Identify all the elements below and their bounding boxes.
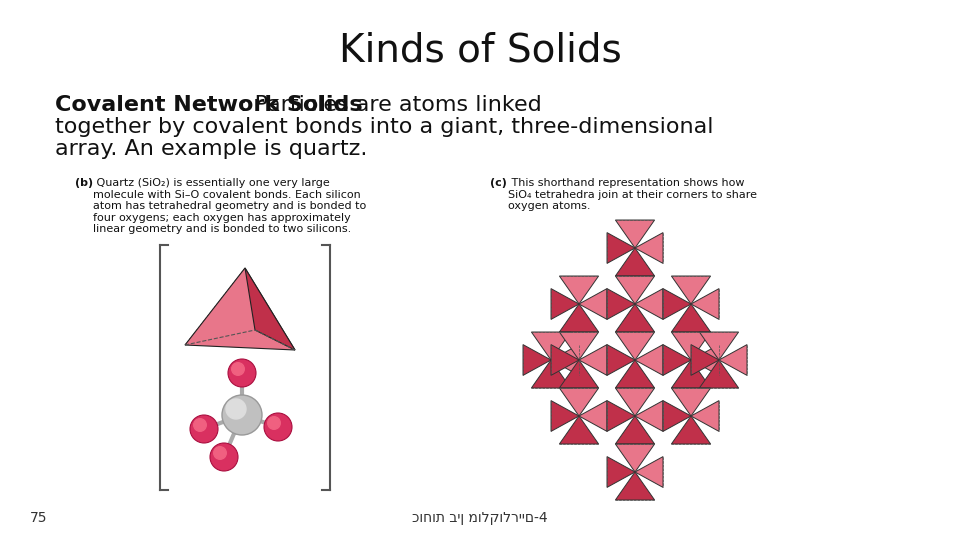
Text: Quartz (SiO₂) is essentially one very large
molecule with Si–O covalent bonds. E: Quartz (SiO₂) is essentially one very la… xyxy=(93,178,367,234)
Polygon shape xyxy=(560,416,599,444)
Polygon shape xyxy=(635,288,663,319)
Circle shape xyxy=(226,399,246,419)
Polygon shape xyxy=(615,220,655,248)
Polygon shape xyxy=(245,268,295,350)
Text: : Particles are atoms linked: : Particles are atoms linked xyxy=(240,95,541,115)
Polygon shape xyxy=(607,288,635,319)
Circle shape xyxy=(194,418,206,431)
Circle shape xyxy=(231,363,244,375)
Circle shape xyxy=(268,417,280,429)
Polygon shape xyxy=(615,304,655,332)
Polygon shape xyxy=(671,304,710,332)
Polygon shape xyxy=(691,401,719,431)
Circle shape xyxy=(264,413,292,441)
Polygon shape xyxy=(615,388,655,416)
Polygon shape xyxy=(663,288,691,319)
Polygon shape xyxy=(607,345,635,375)
Polygon shape xyxy=(615,248,655,276)
Polygon shape xyxy=(560,332,599,360)
Text: together by covalent bonds into a giant, three-dimensional: together by covalent bonds into a giant,… xyxy=(55,117,713,137)
Polygon shape xyxy=(523,345,551,375)
Polygon shape xyxy=(691,345,719,375)
Polygon shape xyxy=(532,332,570,360)
Polygon shape xyxy=(579,288,607,319)
Polygon shape xyxy=(560,360,599,388)
Polygon shape xyxy=(663,401,691,431)
Polygon shape xyxy=(700,360,738,388)
Polygon shape xyxy=(532,360,570,388)
Polygon shape xyxy=(635,457,663,488)
Polygon shape xyxy=(551,401,579,431)
Polygon shape xyxy=(607,233,635,264)
Polygon shape xyxy=(615,332,655,360)
Polygon shape xyxy=(615,472,655,500)
Polygon shape xyxy=(635,345,663,375)
Polygon shape xyxy=(607,401,635,431)
Circle shape xyxy=(190,415,218,443)
Polygon shape xyxy=(560,388,599,416)
Text: Covalent Network Solids: Covalent Network Solids xyxy=(55,95,363,115)
Polygon shape xyxy=(551,288,579,319)
Circle shape xyxy=(210,443,238,471)
Polygon shape xyxy=(691,345,719,375)
Text: כוחות בין מולקולריים-4: כוחות בין מולקולריים-4 xyxy=(412,511,548,525)
Polygon shape xyxy=(671,332,710,360)
Polygon shape xyxy=(635,401,663,431)
Polygon shape xyxy=(185,268,255,345)
Text: 75: 75 xyxy=(30,511,47,525)
Polygon shape xyxy=(551,345,579,375)
Circle shape xyxy=(228,359,256,387)
Polygon shape xyxy=(700,332,738,360)
Text: array. An example is quartz.: array. An example is quartz. xyxy=(55,139,368,159)
Text: Kinds of Solids: Kinds of Solids xyxy=(339,32,621,70)
Polygon shape xyxy=(579,401,607,431)
Text: (c): (c) xyxy=(490,178,507,188)
Circle shape xyxy=(214,447,227,460)
Polygon shape xyxy=(635,233,663,264)
Polygon shape xyxy=(671,416,710,444)
Circle shape xyxy=(222,395,262,435)
Polygon shape xyxy=(671,388,710,416)
Polygon shape xyxy=(615,276,655,304)
Polygon shape xyxy=(560,276,599,304)
Polygon shape xyxy=(607,457,635,488)
Polygon shape xyxy=(560,304,599,332)
Polygon shape xyxy=(551,345,579,375)
Polygon shape xyxy=(671,276,710,304)
Polygon shape xyxy=(185,268,295,350)
Polygon shape xyxy=(579,345,607,375)
Polygon shape xyxy=(615,444,655,472)
Polygon shape xyxy=(691,288,719,319)
Polygon shape xyxy=(615,360,655,388)
Polygon shape xyxy=(663,345,691,375)
Polygon shape xyxy=(615,416,655,444)
Text: (b): (b) xyxy=(75,178,93,188)
Text: This shorthand representation shows how
SiO₄ tetrahedra join at their corners to: This shorthand representation shows how … xyxy=(508,178,757,211)
Polygon shape xyxy=(671,360,710,388)
Polygon shape xyxy=(719,345,747,375)
